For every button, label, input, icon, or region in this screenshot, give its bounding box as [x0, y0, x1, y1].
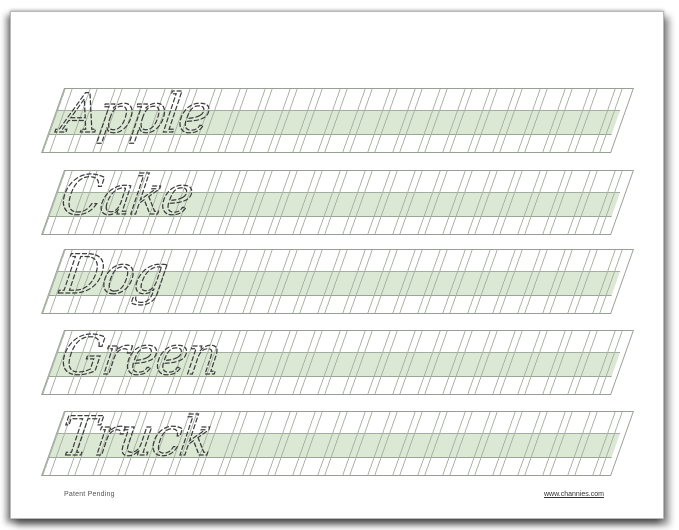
trace-word: Green — [57, 324, 223, 387]
practice-row-dog: Dog — [41, 243, 635, 314]
website-link[interactable]: www.channies.com — [544, 491, 604, 498]
patent-pending-label: Patent Pending — [64, 491, 115, 498]
trace-word-svg: Cake — [57, 164, 197, 228]
trace-word-svg: Truck — [57, 405, 217, 469]
worksheet-page: Apple Cake Dog — [10, 11, 664, 519]
practice-row-green: Green — [41, 324, 635, 395]
trace-word-svg: Dog — [56, 243, 172, 307]
practice-row-cake: Cake — [41, 164, 635, 235]
trace-word: Truck — [57, 405, 215, 468]
trace-word: Dog — [56, 243, 170, 306]
trace-word-svg: Green — [57, 324, 225, 388]
practice-row-apple: Apple — [41, 82, 635, 153]
practice-row-truck: Truck — [41, 405, 635, 476]
trace-word: Apple — [52, 82, 213, 145]
trace-word-svg: Apple — [52, 82, 214, 146]
trace-word: Cake — [57, 164, 196, 227]
